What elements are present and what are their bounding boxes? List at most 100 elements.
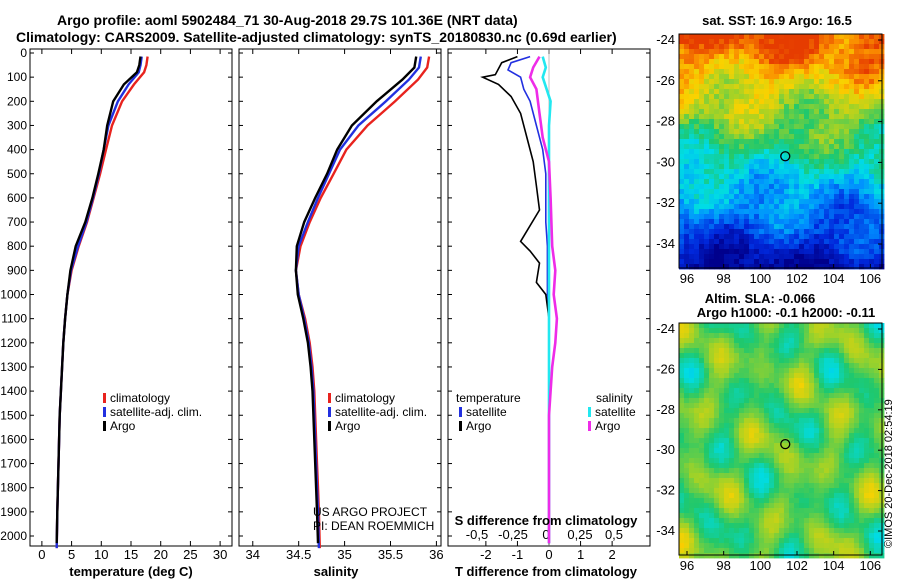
map-cell (804, 428, 810, 434)
map-cell (849, 553, 855, 559)
map-cell (779, 413, 785, 419)
map-cell (734, 508, 740, 514)
map-cell (749, 249, 755, 255)
map-cell (834, 328, 840, 334)
map-cell (684, 54, 690, 60)
map-cell (709, 373, 715, 379)
map-cell (829, 488, 835, 494)
map-cell (869, 49, 875, 55)
map-cell (714, 403, 720, 409)
depth-tick-label: 2000 (0, 529, 27, 543)
map-cell (869, 134, 875, 140)
map-cell (724, 328, 730, 334)
map-cell (729, 478, 735, 484)
map-cell (874, 508, 880, 514)
map-cell (804, 204, 810, 210)
map-cell (824, 543, 830, 549)
map-cell (839, 159, 845, 165)
map-cell (809, 179, 815, 185)
map-cell (754, 49, 760, 55)
map-cell (794, 69, 800, 75)
map-cell (864, 533, 870, 539)
map-cell (874, 259, 880, 265)
series-line-climatology (55, 56, 149, 549)
map-cell (874, 383, 880, 389)
map-cell (774, 468, 780, 474)
map-cell (844, 54, 850, 60)
map-cell (784, 129, 790, 135)
map-cell (684, 403, 690, 409)
map-cell (744, 438, 750, 444)
map-cell (854, 149, 860, 155)
map-cell (714, 34, 720, 40)
map-cell (844, 408, 850, 414)
map-cell (794, 328, 800, 334)
map-cell (744, 398, 750, 404)
map-cell (699, 44, 705, 50)
map-cell (849, 149, 855, 155)
map-cell (799, 543, 805, 549)
map-cell (824, 518, 830, 524)
map-cell (809, 438, 815, 444)
map-cell (854, 548, 860, 554)
map-cell (764, 204, 770, 210)
map-cell (724, 74, 730, 80)
map-cell (714, 323, 720, 329)
map-cell (819, 388, 825, 394)
map-cell (689, 109, 695, 115)
map-cell (749, 149, 755, 155)
map-cell (709, 343, 715, 349)
map-cell (719, 124, 725, 130)
map-cell (809, 528, 815, 534)
map-cell (749, 239, 755, 245)
map-cell (689, 74, 695, 80)
map-cell (839, 543, 845, 549)
map-cell (809, 518, 815, 524)
depth-tick-label: 1400 (0, 384, 27, 398)
map-cell (759, 254, 765, 260)
map-cell (754, 543, 760, 549)
map-cell (784, 343, 790, 349)
map-cell (804, 59, 810, 65)
map-cell (724, 553, 730, 559)
map-cell (824, 259, 830, 265)
map-cell (744, 234, 750, 240)
map-cell (799, 234, 805, 240)
map-cell (769, 144, 775, 150)
map-cell (694, 129, 700, 135)
map-cell (799, 523, 805, 529)
map-cell (729, 249, 735, 255)
map-cell (774, 229, 780, 235)
map-cell (719, 169, 725, 175)
map-cell (809, 214, 815, 220)
map-cell (759, 144, 765, 150)
map-cell (769, 333, 775, 339)
map-cell (814, 84, 820, 90)
map-cell (799, 244, 805, 250)
map-cell (694, 124, 700, 130)
map-cell (774, 373, 780, 379)
map-cell (699, 54, 705, 60)
map-cell (704, 144, 710, 150)
map-cell (709, 99, 715, 105)
map-cell (704, 498, 710, 504)
depth-tick-label: 100 (7, 70, 27, 84)
map-cell (774, 393, 780, 399)
map-cell (844, 254, 850, 260)
map-cell (744, 154, 750, 160)
map-cell (859, 114, 865, 120)
map-cell (789, 129, 795, 135)
map-cell (779, 79, 785, 85)
map-cell (804, 144, 810, 150)
map-cell (694, 328, 700, 334)
map-cell (819, 84, 825, 90)
map-cell (679, 104, 685, 110)
map-cell (859, 39, 865, 45)
map-cell (764, 184, 770, 190)
map-cell (689, 264, 695, 270)
map-cell (834, 179, 840, 185)
map-cell (814, 488, 820, 494)
map-cell (804, 54, 810, 60)
map-cell (779, 508, 785, 514)
map-cell (814, 373, 820, 379)
